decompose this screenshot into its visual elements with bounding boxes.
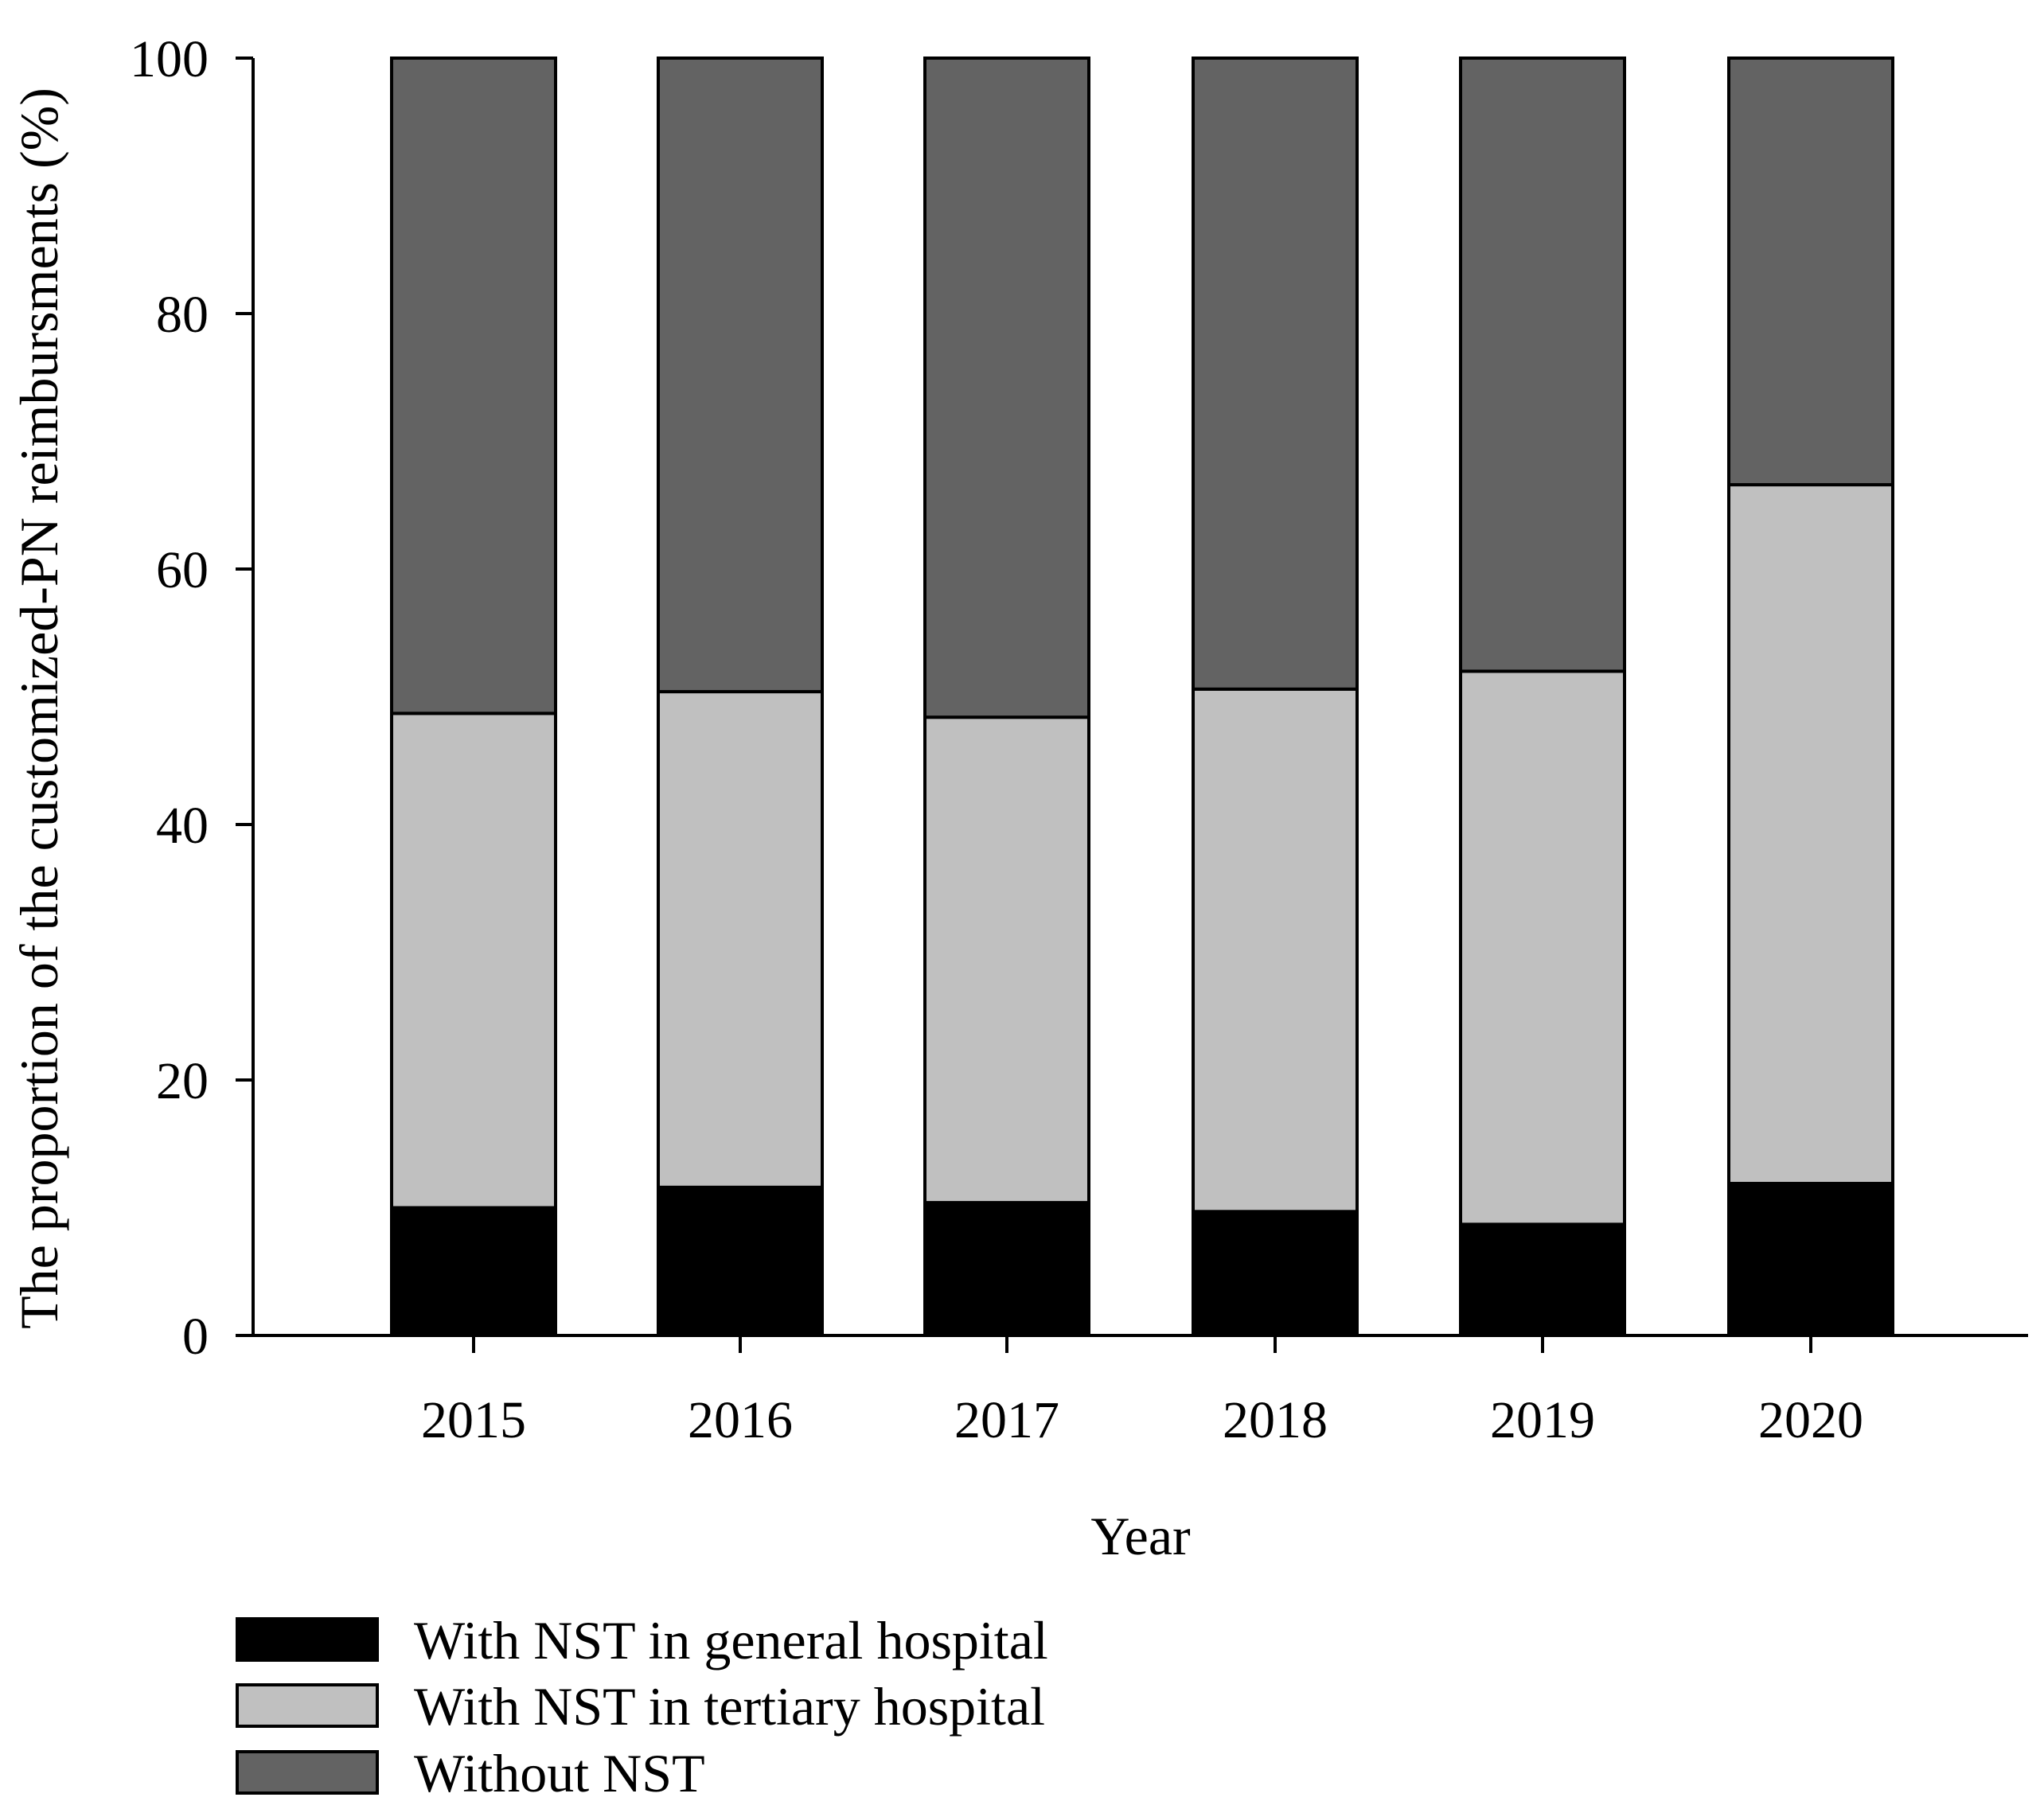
bar-2019-series-1 bbox=[1459, 669, 1626, 1226]
legend-label-2: Without NST bbox=[414, 1743, 705, 1803]
bar-2020-series-2 bbox=[1727, 57, 1894, 487]
x-axis-title: Year bbox=[1090, 1506, 1191, 1566]
bar-2016-series-1 bbox=[657, 690, 824, 1189]
y-tick-label: 80 bbox=[156, 286, 209, 344]
y-tick-label: 20 bbox=[156, 1052, 209, 1110]
legend-label-0: With NST in general hospital bbox=[414, 1610, 1048, 1671]
x-tick-label: 2016 bbox=[688, 1391, 793, 1449]
bar-2020-series-1 bbox=[1727, 483, 1894, 1186]
bar-2019-series-2 bbox=[1459, 57, 1626, 673]
bars-group bbox=[390, 57, 1894, 1337]
bar-2017-series-1 bbox=[923, 715, 1090, 1205]
y-tick-label: 0 bbox=[182, 1308, 209, 1366]
bar-2016-series-0 bbox=[657, 1185, 824, 1337]
axes-group bbox=[252, 58, 2028, 1337]
bar-2015-series-0 bbox=[390, 1206, 557, 1337]
bar-2017-series-0 bbox=[923, 1201, 1090, 1337]
x-tick-label: 2018 bbox=[1223, 1391, 1328, 1449]
bar-2015-series-2 bbox=[390, 57, 557, 715]
legend-swatch-0 bbox=[236, 1617, 379, 1662]
y-tick-label: 100 bbox=[130, 30, 209, 88]
bar-2018-series-0 bbox=[1192, 1210, 1359, 1337]
y-tick-label: 60 bbox=[156, 541, 209, 599]
x-tick-label: 2015 bbox=[421, 1391, 526, 1449]
x-tick-label: 2017 bbox=[954, 1391, 1059, 1449]
x-tick-label: 2020 bbox=[1758, 1391, 1863, 1449]
y-axis-title: The proportion of the customized-PN reim… bbox=[9, 88, 69, 1329]
legend-label-1: With NST in tertiary hospital bbox=[414, 1676, 1045, 1737]
legend-swatch-2 bbox=[236, 1750, 379, 1795]
y-ticks-group: 0 20 40 60 80 100 bbox=[130, 30, 253, 1366]
x-ticks-group: 2015 2016 2017 2018 2019 2020 bbox=[421, 1335, 1863, 1449]
bar-2019-series-0 bbox=[1459, 1222, 1626, 1337]
legend-swatch-1 bbox=[236, 1683, 379, 1728]
bar-2018-series-1 bbox=[1192, 687, 1359, 1214]
bar-2020-series-0 bbox=[1727, 1182, 1894, 1337]
y-tick-label: 40 bbox=[156, 797, 209, 855]
x-tick-label: 2019 bbox=[1490, 1391, 1595, 1449]
bar-2015-series-1 bbox=[390, 712, 557, 1210]
bar-2017-series-2 bbox=[923, 57, 1090, 719]
bar-2016-series-2 bbox=[657, 57, 824, 694]
bar-2018-series-2 bbox=[1192, 57, 1359, 691]
